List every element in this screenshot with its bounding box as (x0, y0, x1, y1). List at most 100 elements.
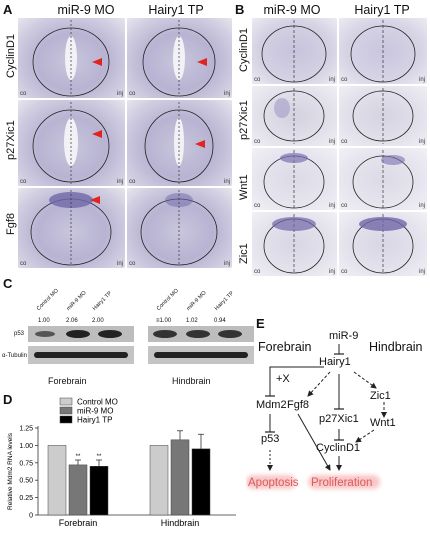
region-forebrain: Forebrain (258, 340, 312, 354)
corner-co: co (129, 91, 136, 97)
y-axis-label: Relative Mdm2 RNA levels (7, 432, 14, 510)
blot-tubulin-hindbrain (148, 346, 254, 364)
bar (170, 439, 190, 516)
group-hindbrain: Hindbrain (172, 376, 211, 386)
mdm2-bar-chart: 0 0.25 0.50 0.75 1.00 1.25 Relative Mdm2 RNA l… (7, 397, 236, 528)
panel-a-col-1: miR-9 MO (57, 3, 115, 17)
node-p53: p53 (261, 433, 280, 445)
lane-label-4: Control MO (155, 287, 180, 312)
bar (149, 445, 169, 516)
corner-co: co (129, 179, 136, 185)
micrograph-b-p27xic1-mir9: co inj (252, 86, 337, 146)
micrograph-a-p27xic1-hairy1: co inj (127, 100, 232, 186)
panel-e-label: E (256, 316, 265, 331)
node-wnt1: Wnt1 (370, 417, 396, 429)
edge-hairy1-mdm2 (269, 366, 324, 396)
lane-label-6: Hairy1 TP (213, 290, 236, 312)
y-tick-label: 0 (29, 513, 33, 520)
micrograph-b-cyclind1-hairy1: co inj (339, 18, 427, 84)
band-value-6: 0.94 (214, 318, 226, 324)
micrograph-a-cyclind1-mir9: co inj (18, 18, 125, 98)
panel-d-label: D (3, 392, 13, 407)
group-forebrain: Forebrain (48, 376, 87, 386)
region-hindbrain: Hindbrain (369, 340, 423, 354)
corner-inj: inj (116, 91, 123, 97)
micrograph-a-cyclind1-hairy1: co inj (127, 18, 232, 98)
corner-co: co (341, 139, 348, 145)
corner-co: co (341, 77, 348, 83)
corner-inj: inj (418, 77, 425, 83)
panel-a-col-2: Hairy1 TP (148, 3, 204, 17)
corner-co: co (254, 269, 261, 275)
micrograph-b-zic1-mir9: co inj (252, 212, 337, 276)
corner-inj: inj (223, 91, 230, 97)
micrograph-a-fgf8-mir9: co inj (18, 188, 125, 268)
edge-hairy1-zic1 (353, 371, 377, 389)
panel-c-label: C (3, 276, 13, 291)
lane-label-2: miR-9 MO (65, 290, 88, 312)
corner-co: co (254, 77, 261, 83)
micrograph-b-p27xic1-hairy1: co inj (339, 86, 427, 146)
corner-co: co (341, 203, 348, 209)
micrograph-b-cyclind1-mir9: co inj (252, 18, 337, 84)
y-tick-label: 1.25 (19, 426, 33, 433)
category-label: Hindbrain (161, 518, 200, 528)
corner-inj: inj (328, 203, 335, 209)
band-value-3: 2.00 (92, 318, 104, 324)
bar (89, 466, 109, 516)
corner-inj: inj (418, 203, 425, 209)
micrograph-b-wnt1-hairy1: co inj (339, 148, 427, 210)
blot-p53-hindbrain (148, 326, 254, 342)
corner-co: co (20, 91, 27, 97)
corner-inj: inj (418, 269, 425, 275)
micrograph-b-zic1-hairy1: co inj (339, 212, 427, 276)
lane-label-1: Control MO (35, 287, 60, 312)
band-label-tubulin: α-Tubulin (2, 353, 27, 359)
band-value-5: 1.02 (186, 318, 198, 324)
edge-fgf8-proliferation (297, 413, 331, 471)
node-mdm2: Mdm2 (256, 399, 287, 411)
panel-b-label: B (235, 2, 245, 17)
corner-inj: inj (223, 261, 230, 267)
significance-label: ** (97, 454, 102, 460)
bar (68, 464, 88, 516)
bar (47, 445, 67, 516)
corner-co: co (20, 179, 27, 185)
node-zic1: Zic1 (370, 390, 391, 402)
corner-co: co (254, 139, 261, 145)
edge-wnt1-cyclind1 (355, 429, 375, 443)
corner-inj: inj (328, 77, 335, 83)
legend-swatch (59, 406, 73, 415)
panel-a-row-2: p27Xic1 (5, 120, 17, 160)
panel-a-label: A (3, 2, 13, 17)
micrograph-b-wnt1-mir9: co inj (252, 148, 337, 210)
corner-co: co (129, 261, 136, 267)
micrograph-a-p27xic1-mir9: co inj (18, 100, 125, 186)
corner-inj: inj (223, 179, 230, 185)
node-cyclind1: CyclinD1 (316, 442, 361, 454)
node-plus-x: +X (276, 373, 290, 385)
corner-inj: inj (418, 139, 425, 145)
panel-b-col-2: Hairy1 TP (354, 3, 410, 17)
panel-b-row-4: Zic1 (238, 243, 250, 264)
category-label: Forebrain (59, 518, 98, 528)
node-fgf8: Fgf8 (287, 399, 310, 411)
legend-label: Hairy1 TP (77, 416, 112, 425)
panel-a-row-1: CyclinD1 (5, 33, 17, 78)
legend-swatch (59, 415, 73, 424)
pathway-diagram (246, 344, 387, 489)
bar (191, 448, 211, 516)
node-mir9: miR-9 (329, 330, 359, 342)
legend-swatch (59, 397, 73, 406)
node-hairy1: Hairy1 (319, 356, 351, 368)
y-tick-label: 0.50 (19, 478, 33, 485)
band-value-2: 2.06 (66, 318, 78, 324)
corner-inj: inj (328, 139, 335, 145)
panel-b-row-1: CyclinD1 (238, 27, 250, 72)
corner-inj: inj (116, 261, 123, 267)
blot-tubulin-forebrain (28, 346, 134, 364)
corner-co: co (254, 203, 261, 209)
lane-label-3: Hairy1 TP (91, 290, 114, 312)
outcome-proliferation: Proliferation (311, 477, 373, 489)
outcome-apoptosis: Apoptosis (248, 477, 299, 489)
